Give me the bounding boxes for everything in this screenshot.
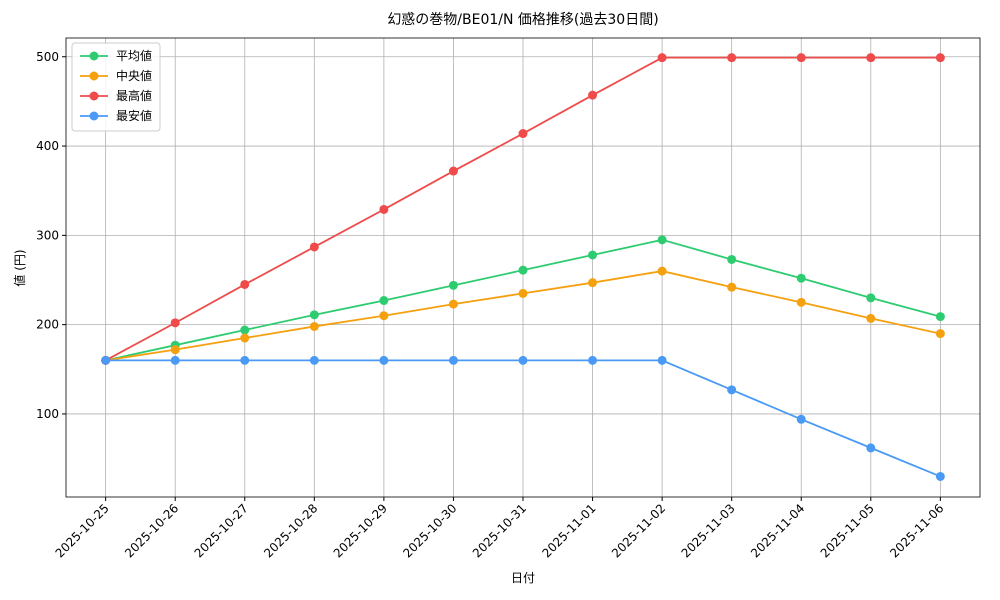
legend-marker [89, 111, 99, 121]
data-point [448, 299, 458, 309]
y-tick-label: 400 [36, 139, 59, 153]
data-point [518, 129, 528, 139]
data-point [657, 53, 667, 63]
data-point [935, 471, 945, 481]
data-point [240, 333, 250, 343]
data-point [240, 355, 250, 365]
data-point [588, 90, 598, 100]
data-point [866, 293, 876, 303]
data-point [657, 355, 667, 365]
data-point [309, 355, 319, 365]
data-point [379, 296, 389, 306]
chart-title: 幻惑の巻物/BE01/N 価格推移(過去30日間) [387, 12, 658, 28]
data-point [309, 310, 319, 320]
data-point [240, 325, 250, 335]
legend-marker [89, 71, 99, 81]
data-point [101, 355, 111, 365]
data-point [727, 385, 737, 395]
data-point [379, 311, 389, 321]
y-tick-label: 500 [36, 50, 59, 64]
data-point [796, 414, 806, 424]
legend-label: 最高値 [116, 88, 152, 103]
data-point [657, 235, 667, 245]
data-point [309, 242, 319, 252]
data-point [935, 329, 945, 339]
data-point [170, 318, 180, 328]
data-point [727, 53, 737, 63]
data-point [379, 355, 389, 365]
data-point [309, 321, 319, 331]
data-point [518, 288, 528, 298]
data-point [727, 254, 737, 264]
data-point [588, 250, 598, 260]
data-point [588, 278, 598, 288]
data-point [170, 355, 180, 365]
data-point [518, 265, 528, 275]
data-point [727, 282, 737, 292]
plot-frame [65, 37, 981, 498]
data-point [448, 280, 458, 290]
legend-label: 最安値 [116, 108, 152, 123]
data-point [866, 443, 876, 453]
data-point [796, 53, 806, 63]
data-point [588, 355, 598, 365]
data-point [866, 313, 876, 323]
y-tick-label: 300 [36, 228, 59, 242]
data-point [796, 297, 806, 307]
legend-marker [89, 51, 99, 61]
data-point [866, 53, 876, 63]
data-point [448, 355, 458, 365]
data-point [240, 279, 250, 289]
y-tick-label: 100 [36, 407, 59, 421]
x-axis-label: 日付 [511, 571, 535, 585]
legend-marker [89, 91, 99, 101]
y-tick-label: 200 [36, 318, 59, 332]
data-point [796, 273, 806, 283]
data-point [448, 166, 458, 176]
y-axis-label: 値 (円) [12, 249, 27, 286]
data-point [935, 312, 945, 322]
data-point [379, 204, 389, 214]
legend-label: 中央値 [116, 68, 152, 83]
data-point [518, 355, 528, 365]
data-point [935, 53, 945, 63]
legend-box [71, 42, 161, 132]
data-point [170, 345, 180, 355]
data-point [657, 266, 667, 276]
legend-label: 平均値 [116, 48, 152, 63]
